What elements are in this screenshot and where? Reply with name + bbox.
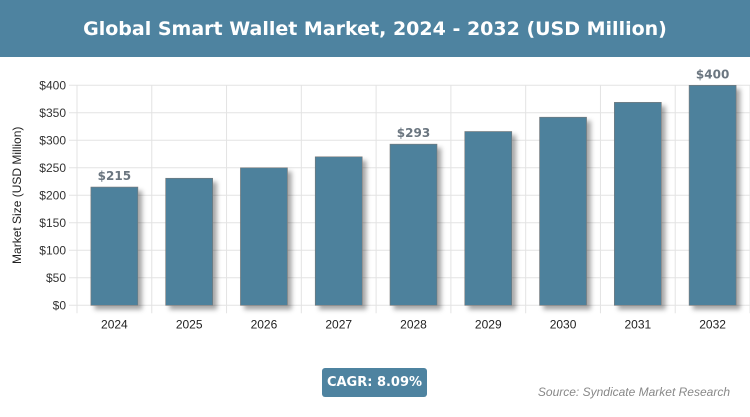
y-tick-label: $300 (39, 133, 66, 147)
x-tick-label: 2029 (475, 317, 502, 331)
y-tick-label: $200 (39, 188, 66, 202)
bar-2025 (165, 177, 213, 306)
bar-chart: $0 $50 $100 $150 $200 $250 $300 $350 $400 Market … (10, 67, 750, 331)
source-note: Source: Syndicate Market Research (537, 385, 730, 399)
bar-2024 (90, 186, 139, 306)
bar-2026 (240, 167, 288, 306)
x-tick-label: 2028 (400, 317, 427, 331)
x-tick-label: 2026 (251, 317, 278, 331)
data-label: $400 (696, 67, 729, 81)
y-tick-label: $150 (39, 216, 66, 230)
x-tick-label: 2025 (176, 317, 203, 331)
bar-2027 (314, 156, 363, 306)
y-axis-label: Market Size (USD Million) (10, 127, 24, 264)
bar-2031 (614, 102, 662, 306)
y-tick-label: $350 (39, 106, 66, 120)
data-label: $293 (397, 126, 430, 140)
x-tick-label: 2027 (325, 317, 352, 331)
cagr-badge: CAGR: 8.09% (322, 368, 427, 397)
y-tick-label: $0 (53, 298, 67, 312)
bar-2030 (539, 116, 587, 306)
x-tick-label: 2031 (624, 317, 651, 331)
chart-title: Global Smart Wallet Market, 2024 - 2032 … (0, 0, 750, 57)
y-tick-label: $250 (39, 161, 66, 175)
bar-2029 (464, 131, 513, 306)
bar-2032 (688, 84, 737, 306)
x-tick-label: 2024 (101, 317, 128, 331)
data-label: $215 (98, 169, 131, 183)
x-tick-label: 2032 (699, 317, 726, 331)
x-tick-label: 2030 (550, 317, 577, 331)
y-tick-label: $400 (39, 78, 66, 92)
bar-2028 (389, 143, 438, 306)
y-tick-label: $100 (39, 243, 66, 257)
y-tick-label: $50 (46, 271, 66, 285)
